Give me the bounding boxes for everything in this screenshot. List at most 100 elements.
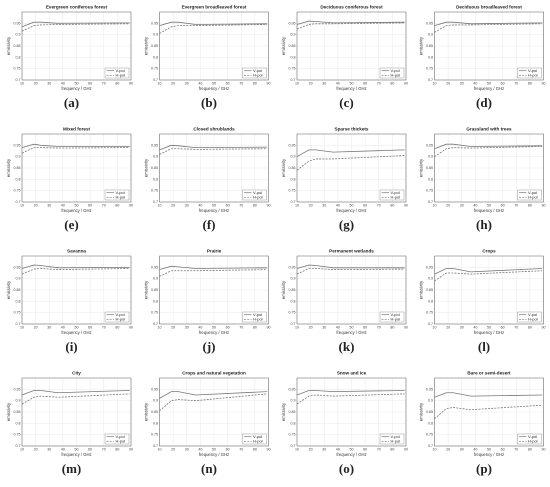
panel: 0.7 0.75 0.8 0.85 0.9 0.95 10 20 30 40 50 60 70 80 90 C… <box>144 371 271 476</box>
legend-label: H-pol <box>116 438 126 443</box>
chart-title: Crops and natural vegetation <box>182 371 246 376</box>
plot-frame <box>21 133 132 203</box>
x-tick-label: 10 <box>158 203 162 207</box>
y-tick-label: 0.85 <box>14 44 21 48</box>
y-tick-label: 0.9 <box>428 399 433 403</box>
legend-label: V-pol <box>391 190 400 195</box>
y-axis-label: emissivity <box>144 280 149 299</box>
x-tick-label: 70 <box>377 447 381 451</box>
x-tick-label: 40 <box>61 81 65 85</box>
x-tick-label: 80 <box>253 81 257 85</box>
x-tick-label: 50 <box>75 81 79 85</box>
panel: 0.7 0.75 0.8 0.85 0.9 0.95 10 20 30 40 50 60 70 80 90 D… <box>281 5 408 110</box>
y-tick-label: 0.9 <box>153 155 158 159</box>
y-tick-label: 0.9 <box>428 277 433 281</box>
x-tick-label: 20 <box>446 447 450 451</box>
x-tick-label: 40 <box>198 203 202 207</box>
y-tick-label: 0.95 <box>426 21 433 25</box>
y-tick-label: 0.85 <box>14 288 21 292</box>
plot-frame <box>434 11 544 81</box>
plot-frame <box>296 377 407 447</box>
plot-frame <box>159 377 269 447</box>
legend-label: H-pol <box>391 316 401 321</box>
legend-box <box>517 433 542 445</box>
x-axis-label: frequency / GHz <box>61 452 91 457</box>
x-tick-label: 80 <box>115 203 119 207</box>
y-tick-label: 0.85 <box>14 410 21 414</box>
x-tick-label: 50 <box>75 447 79 451</box>
legend-box <box>242 67 267 79</box>
x-tick-label: 30 <box>460 203 464 207</box>
x-tick-label: 20 <box>446 203 450 207</box>
x-tick-label: 30 <box>47 325 51 329</box>
x-tick-label: 70 <box>514 81 518 85</box>
y-tick-label: 0.75 <box>151 311 158 315</box>
panel-label: (a) <box>64 95 79 110</box>
panel-label: (f) <box>203 217 216 232</box>
y-axis-label: emissivity <box>419 36 424 55</box>
x-tick-label: 10 <box>295 325 299 329</box>
legend-label: H-pol <box>253 316 263 321</box>
chart-title: Snow and ice <box>337 371 367 376</box>
x-tick-label: 90 <box>404 81 408 85</box>
y-axis-label: emissivity <box>144 158 149 177</box>
y-tick-label: 0.8 <box>16 299 21 303</box>
y-tick-label: 0.85 <box>426 166 433 170</box>
plot-frame <box>296 11 407 81</box>
x-tick-label: 60 <box>363 447 367 451</box>
y-tick-label: 0.75 <box>14 311 21 315</box>
x-tick-label: 70 <box>514 203 518 207</box>
y-tick-label: 0.75 <box>151 67 158 71</box>
x-tick-label: 80 <box>253 447 257 451</box>
x-axis-label: frequency / GHz <box>199 86 229 91</box>
y-tick-label: 0.75 <box>289 189 296 193</box>
x-axis-label: frequency / GHz <box>61 330 91 335</box>
y-tick-label: 0.8 <box>153 55 158 59</box>
legend-box <box>242 311 267 323</box>
y-tick-label: 0.85 <box>289 288 296 292</box>
x-tick-label: 10 <box>20 81 24 85</box>
x-tick-label: 10 <box>20 203 24 207</box>
x-tick-label: 40 <box>61 325 65 329</box>
x-tick-label: 60 <box>88 447 92 451</box>
panel-label: (i) <box>65 339 77 354</box>
legend-box <box>104 433 130 445</box>
legend-label: V-pol <box>253 190 262 195</box>
x-tick-label: 10 <box>433 447 437 451</box>
y-tick-label: 0.95 <box>14 265 21 269</box>
y-tick-label: 0.75 <box>14 433 21 437</box>
x-tick-label: 80 <box>528 447 532 451</box>
panel-label: (k) <box>339 339 355 354</box>
legend-box <box>379 189 405 201</box>
y-tick-label: 0.85 <box>151 166 158 170</box>
y-tick-label: 0.8 <box>428 55 433 59</box>
x-tick-label: 10 <box>433 81 437 85</box>
x-tick-label: 30 <box>185 325 189 329</box>
x-tick-label: 30 <box>47 447 51 451</box>
y-axis-label: emissivity <box>281 36 286 55</box>
series-line <box>21 21 130 28</box>
y-tick-label: 0.7 <box>291 444 296 448</box>
series-line <box>21 23 130 32</box>
x-tick-label: 70 <box>102 203 106 207</box>
y-tick-label: 0.75 <box>289 311 296 315</box>
chart-title: Crops <box>482 249 496 254</box>
y-tick-label: 0.75 <box>289 67 296 71</box>
y-tick-label: 0.75 <box>426 189 433 193</box>
plot-frame <box>434 133 544 203</box>
legend-label: V-pol <box>116 434 125 439</box>
series-line <box>296 268 405 275</box>
x-axis-label: frequency / GHz <box>474 208 504 213</box>
x-tick-label: 20 <box>171 447 175 451</box>
panel: 0.7 0.75 0.8 0.85 0.9 0.95 10 20 30 40 50 60 70 80 90 C… <box>144 127 271 232</box>
series-line <box>434 404 543 420</box>
y-tick-label: 0.9 <box>153 399 158 403</box>
x-tick-label: 80 <box>115 81 119 85</box>
panel-label: (h) <box>476 217 492 232</box>
x-tick-label: 90 <box>129 203 133 207</box>
x-tick-label: 40 <box>336 447 340 451</box>
y-tick-label: 0.85 <box>289 410 296 414</box>
x-tick-label: 90 <box>404 203 408 207</box>
y-tick-label: 0.8 <box>16 421 21 425</box>
x-tick-label: 50 <box>75 325 79 329</box>
